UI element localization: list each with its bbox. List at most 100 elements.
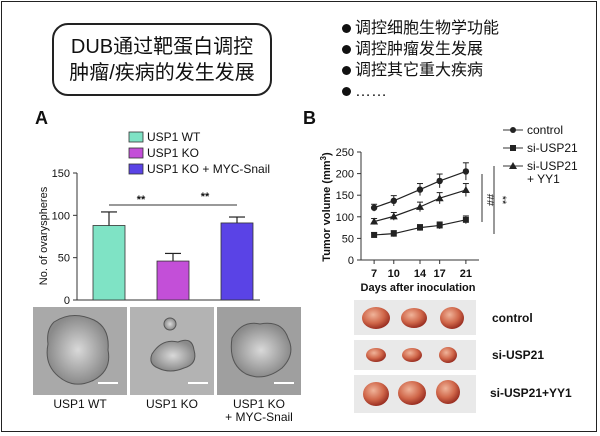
legend-swatch-ko xyxy=(128,147,144,159)
tumor xyxy=(402,348,422,362)
data-point xyxy=(416,186,424,193)
image-label-ko-snail-2: + MYC-Snail xyxy=(225,410,293,424)
tumor-row-label-si-usp21: si-USP21 xyxy=(492,348,544,362)
y-ticks: 0 50 100 150 xyxy=(52,168,77,307)
legend-label-ko: USP1 KO xyxy=(147,146,199,160)
tumor xyxy=(362,307,390,329)
line-legend: control si-USP21 si-USP21 + YY1 xyxy=(503,123,578,186)
sphere-images: USP1 WT USP1 KO USP1 KO + MYC-Snail xyxy=(33,307,301,424)
legend-label-si-usp21-yy1: si-USP21 xyxy=(527,159,578,173)
legend-label-control: control xyxy=(527,123,563,137)
bullet-item: 调控肿瘤发生发展 xyxy=(342,39,499,60)
tumor-row-label-control: control xyxy=(492,311,533,325)
y-tick-label: 50 xyxy=(58,253,70,265)
x-tick-label: 14 xyxy=(414,268,427,280)
data-point xyxy=(371,231,378,238)
y-tick-label: 50 xyxy=(342,233,354,245)
tumor xyxy=(439,347,457,363)
panel-label-a: A xyxy=(35,108,48,128)
tumor-row-label-si-usp21-yy1: si-USP21+YY1 xyxy=(490,386,572,400)
x-tick-label: 7 xyxy=(371,268,377,280)
y-tick-label: 100 xyxy=(336,212,354,224)
bullet-dot-icon xyxy=(342,87,351,96)
legend-marker-triangle xyxy=(509,162,517,169)
bullet-dot-icon xyxy=(342,66,351,75)
series-lines xyxy=(370,162,470,238)
y-tick-label: 0 xyxy=(64,295,70,307)
y-ticks: 0 50 100 150 200 250 xyxy=(336,147,361,267)
x-ticks: 7 10 14 17 21 xyxy=(371,260,472,280)
bullet-list: 调控细胞生物学功能 调控肿瘤发生发展 调控其它重大疾病 …… xyxy=(342,18,499,102)
tumor xyxy=(366,348,386,362)
y-tick-label: 150 xyxy=(336,190,354,202)
y-tick-label: 200 xyxy=(336,169,354,181)
x-tick-label: 10 xyxy=(388,268,400,280)
bar xyxy=(156,260,190,301)
data-point xyxy=(435,194,444,202)
legend-marker-circle xyxy=(510,127,516,133)
x-tick-label: 21 xyxy=(460,268,472,280)
legend-swatch-ko-snail xyxy=(128,163,144,175)
image-label-ko-snail: USP1 KO xyxy=(233,397,285,411)
y-tick-label: 0 xyxy=(348,255,354,267)
data-point xyxy=(390,197,397,205)
legend-label-si-usp21: si-USP21 xyxy=(527,141,578,155)
tumor xyxy=(436,380,460,404)
bars xyxy=(92,211,254,301)
legend-swatch-wt xyxy=(128,131,144,143)
tumor xyxy=(398,381,426,405)
significance-mark: ** xyxy=(496,196,508,205)
bullet-item: 调控细胞生物学功能 xyxy=(342,18,499,39)
data-point xyxy=(389,212,398,220)
tumor xyxy=(440,307,464,329)
y-axis-label: Tumor volume (mm3) xyxy=(319,152,333,262)
x-tick-label: 17 xyxy=(434,268,446,280)
tumor-photos: control si-USP21 si-USP21+YY1 xyxy=(354,300,572,413)
data-point xyxy=(370,204,378,211)
sphere-cell xyxy=(163,317,177,331)
legend-label-ko-snail: USP1 KO + MYC-Snail xyxy=(147,162,270,176)
legend-label-si-usp21-yy1-2: + YY1 xyxy=(527,172,560,186)
data-point xyxy=(462,168,470,175)
significance-mark: ** xyxy=(137,194,146,206)
bar xyxy=(220,222,254,301)
significance-mark: ** xyxy=(201,191,210,203)
bar-legend: USP1 WT USP1 KO USP1 KO + MYC-Snail xyxy=(128,130,270,176)
y-tick-label: 250 xyxy=(336,147,354,159)
data-point xyxy=(436,222,443,229)
legend-label-wt: USP1 WT xyxy=(147,130,201,144)
title-box: DUB通过靶蛋白调控 肿瘤/疾病的发生发展 xyxy=(52,23,272,96)
sphere-cell xyxy=(150,339,196,372)
data-point xyxy=(390,230,397,237)
y-tick-label: 150 xyxy=(52,168,70,180)
data-point xyxy=(436,177,443,185)
y-axis-label: No. of ovaryspheres xyxy=(38,186,50,285)
title-line-2: 肿瘤/疾病的发生发展 xyxy=(69,61,255,84)
tumor xyxy=(363,382,389,406)
y-tick-label: 100 xyxy=(52,210,70,222)
data-point xyxy=(417,224,423,231)
bullet-dot-icon xyxy=(342,45,351,54)
data-point xyxy=(461,186,470,194)
image-label-ko: USP1 KO xyxy=(146,397,198,411)
bullet-dot-icon xyxy=(342,24,351,33)
data-point xyxy=(462,216,469,223)
legend-marker-square xyxy=(510,145,516,151)
data-point xyxy=(370,217,379,225)
x-axis-label: Days after inoculation xyxy=(361,282,476,294)
bullet-item: …… xyxy=(342,81,499,102)
bar xyxy=(92,225,126,301)
sphere-cell xyxy=(230,322,292,378)
tumor xyxy=(401,308,427,328)
data-point xyxy=(416,202,424,210)
panel-label-b: B xyxy=(303,108,316,128)
image-label-wt: USP1 WT xyxy=(53,397,107,411)
significance-brackets: ** ** xyxy=(109,191,237,206)
significance-mark: ## xyxy=(484,194,496,207)
bullet-item: 调控其它重大疾病 xyxy=(342,60,499,81)
bar-chart-ovaryspheres: USP1 WT USP1 KO USP1 KO + MYC-Snail 0 50 1… xyxy=(38,130,270,307)
figure-canvas: USP1 WT USP1 KO USP1 KO + MYC-Snail 0 50 1… xyxy=(33,123,578,424)
title-line-1: DUB通过靶蛋白调控 xyxy=(70,35,254,58)
line-chart-tumor-volume: 0 50 100 150 200 250 7 10 14 17 21 Tumor volume (… xyxy=(319,123,578,294)
